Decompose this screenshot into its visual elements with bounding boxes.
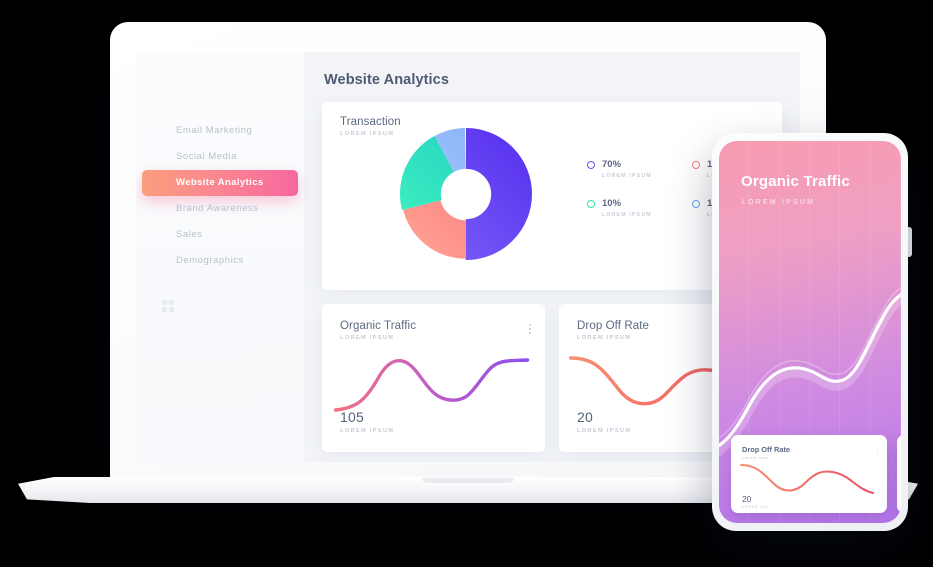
phone-page-subtitle: LOREM IPSUM bbox=[742, 199, 816, 206]
organic-traffic-subtitle: LOREM IPSUM bbox=[340, 335, 395, 341]
laptop-base-notch bbox=[422, 478, 514, 483]
organic-traffic-card: Organic Traffic LOREM IPSUM bbox=[322, 304, 545, 452]
legend-dot-icon bbox=[587, 161, 595, 169]
laptop-mockup: BIGBRAND Email Marketing Social Media We… bbox=[18, 22, 918, 503]
legend-item: 10% LOREM IPSUM bbox=[587, 199, 692, 218]
drop-off-rate-subtitle: LOREM IPSUM bbox=[577, 335, 632, 341]
more-options-icon[interactable] bbox=[529, 324, 531, 336]
phone-mockup: Organic Traffic LOREM IPSUM Drop Off Rat… bbox=[712, 133, 912, 531]
drop-off-rate-value-group: 20 LOREM IPSUM bbox=[577, 409, 631, 434]
phone-card-chart bbox=[731, 459, 887, 497]
organic-traffic-value-sub: LOREM IPSUM bbox=[340, 428, 395, 434]
page-title: Website Analytics bbox=[324, 72, 449, 88]
sidebar-item-demographics[interactable]: Demographics bbox=[176, 255, 244, 266]
phone-body: Organic Traffic LOREM IPSUM Drop Off Rat… bbox=[712, 133, 908, 531]
donut-svg bbox=[400, 128, 532, 260]
drop-off-rate-value: 20 bbox=[577, 409, 593, 425]
legend-dot-icon bbox=[692, 161, 700, 169]
legend-value: 70% bbox=[602, 159, 622, 170]
legend-value: 10% bbox=[602, 198, 622, 209]
organic-traffic-value-group: 105 LOREM IPSUM bbox=[340, 409, 394, 434]
phone-card-chart bbox=[897, 459, 901, 497]
drop-off-rate-value-sub: LOREM IPSUM bbox=[577, 428, 632, 434]
sidebar-item-brand-awareness[interactable]: Brand Awareness bbox=[176, 203, 259, 214]
sidebar-item-website-analytics[interactable]: Website Analytics bbox=[142, 170, 298, 196]
phone-card-title: Drop Off Rate bbox=[742, 445, 791, 454]
transaction-title: Transaction bbox=[340, 116, 401, 128]
legend-sublabel: LOREM IPSUM bbox=[602, 212, 652, 218]
phone-card-value: 20 bbox=[742, 494, 752, 504]
transaction-donut-chart bbox=[400, 128, 532, 260]
sidebar: BIGBRAND Email Marketing Social Media We… bbox=[136, 52, 304, 462]
phone-gridlines bbox=[719, 141, 901, 523]
phone-drop-off-rate-card[interactable]: Drop Off Rate Lorem Ipsf bbox=[731, 435, 887, 513]
organic-traffic-title: Organic Traffic bbox=[340, 320, 417, 332]
phone-card-value-sub: LOREM ISU bbox=[742, 505, 769, 509]
drop-off-rate-title: Drop Off Rate bbox=[577, 320, 650, 332]
laptop-screen: BIGBRAND Email Marketing Social Media We… bbox=[136, 52, 800, 462]
legend-item: 70% LOREM IPSUM bbox=[587, 160, 692, 179]
transaction-subtitle: LOREM IPSUM bbox=[340, 131, 395, 137]
transaction-card: Transaction LOREM IPSUM bbox=[322, 102, 782, 290]
phone-screen: Organic Traffic LOREM IPSUM Drop Off Rat… bbox=[719, 141, 901, 523]
phone-traffic-chart bbox=[719, 286, 901, 457]
legend-dot-icon bbox=[692, 200, 700, 208]
organic-traffic-value: 105 bbox=[340, 409, 364, 425]
phone-card-subtitle: Lorem Ipsf bbox=[742, 456, 770, 460]
legend-dot-icon bbox=[587, 200, 595, 208]
app-logo[interactable]: BIGBRAND bbox=[166, 74, 251, 92]
sidebar-item-sales[interactable]: Sales bbox=[176, 229, 203, 240]
grid-icon bbox=[162, 300, 176, 314]
sidebar-item-email-marketing[interactable]: Email Marketing bbox=[176, 125, 253, 136]
more-options-icon[interactable] bbox=[876, 446, 878, 455]
legend-sublabel: LOREM IPSUM bbox=[602, 173, 652, 179]
main-content: Website Analytics Transaction LOREM IPSU… bbox=[304, 52, 800, 462]
phone-card-list: Drop Off Rate Lorem Ipsf bbox=[731, 435, 901, 513]
phone-side-button[interactable] bbox=[908, 227, 912, 257]
phone-revenue-card[interactable]: Revenue Lorem Ipsf 48 LOREM ISU bbox=[897, 435, 901, 513]
sidebar-item-social-media[interactable]: Social Media bbox=[176, 151, 237, 162]
organic-traffic-chart bbox=[322, 346, 545, 420]
phone-page-title: Organic Traffic bbox=[741, 173, 850, 190]
